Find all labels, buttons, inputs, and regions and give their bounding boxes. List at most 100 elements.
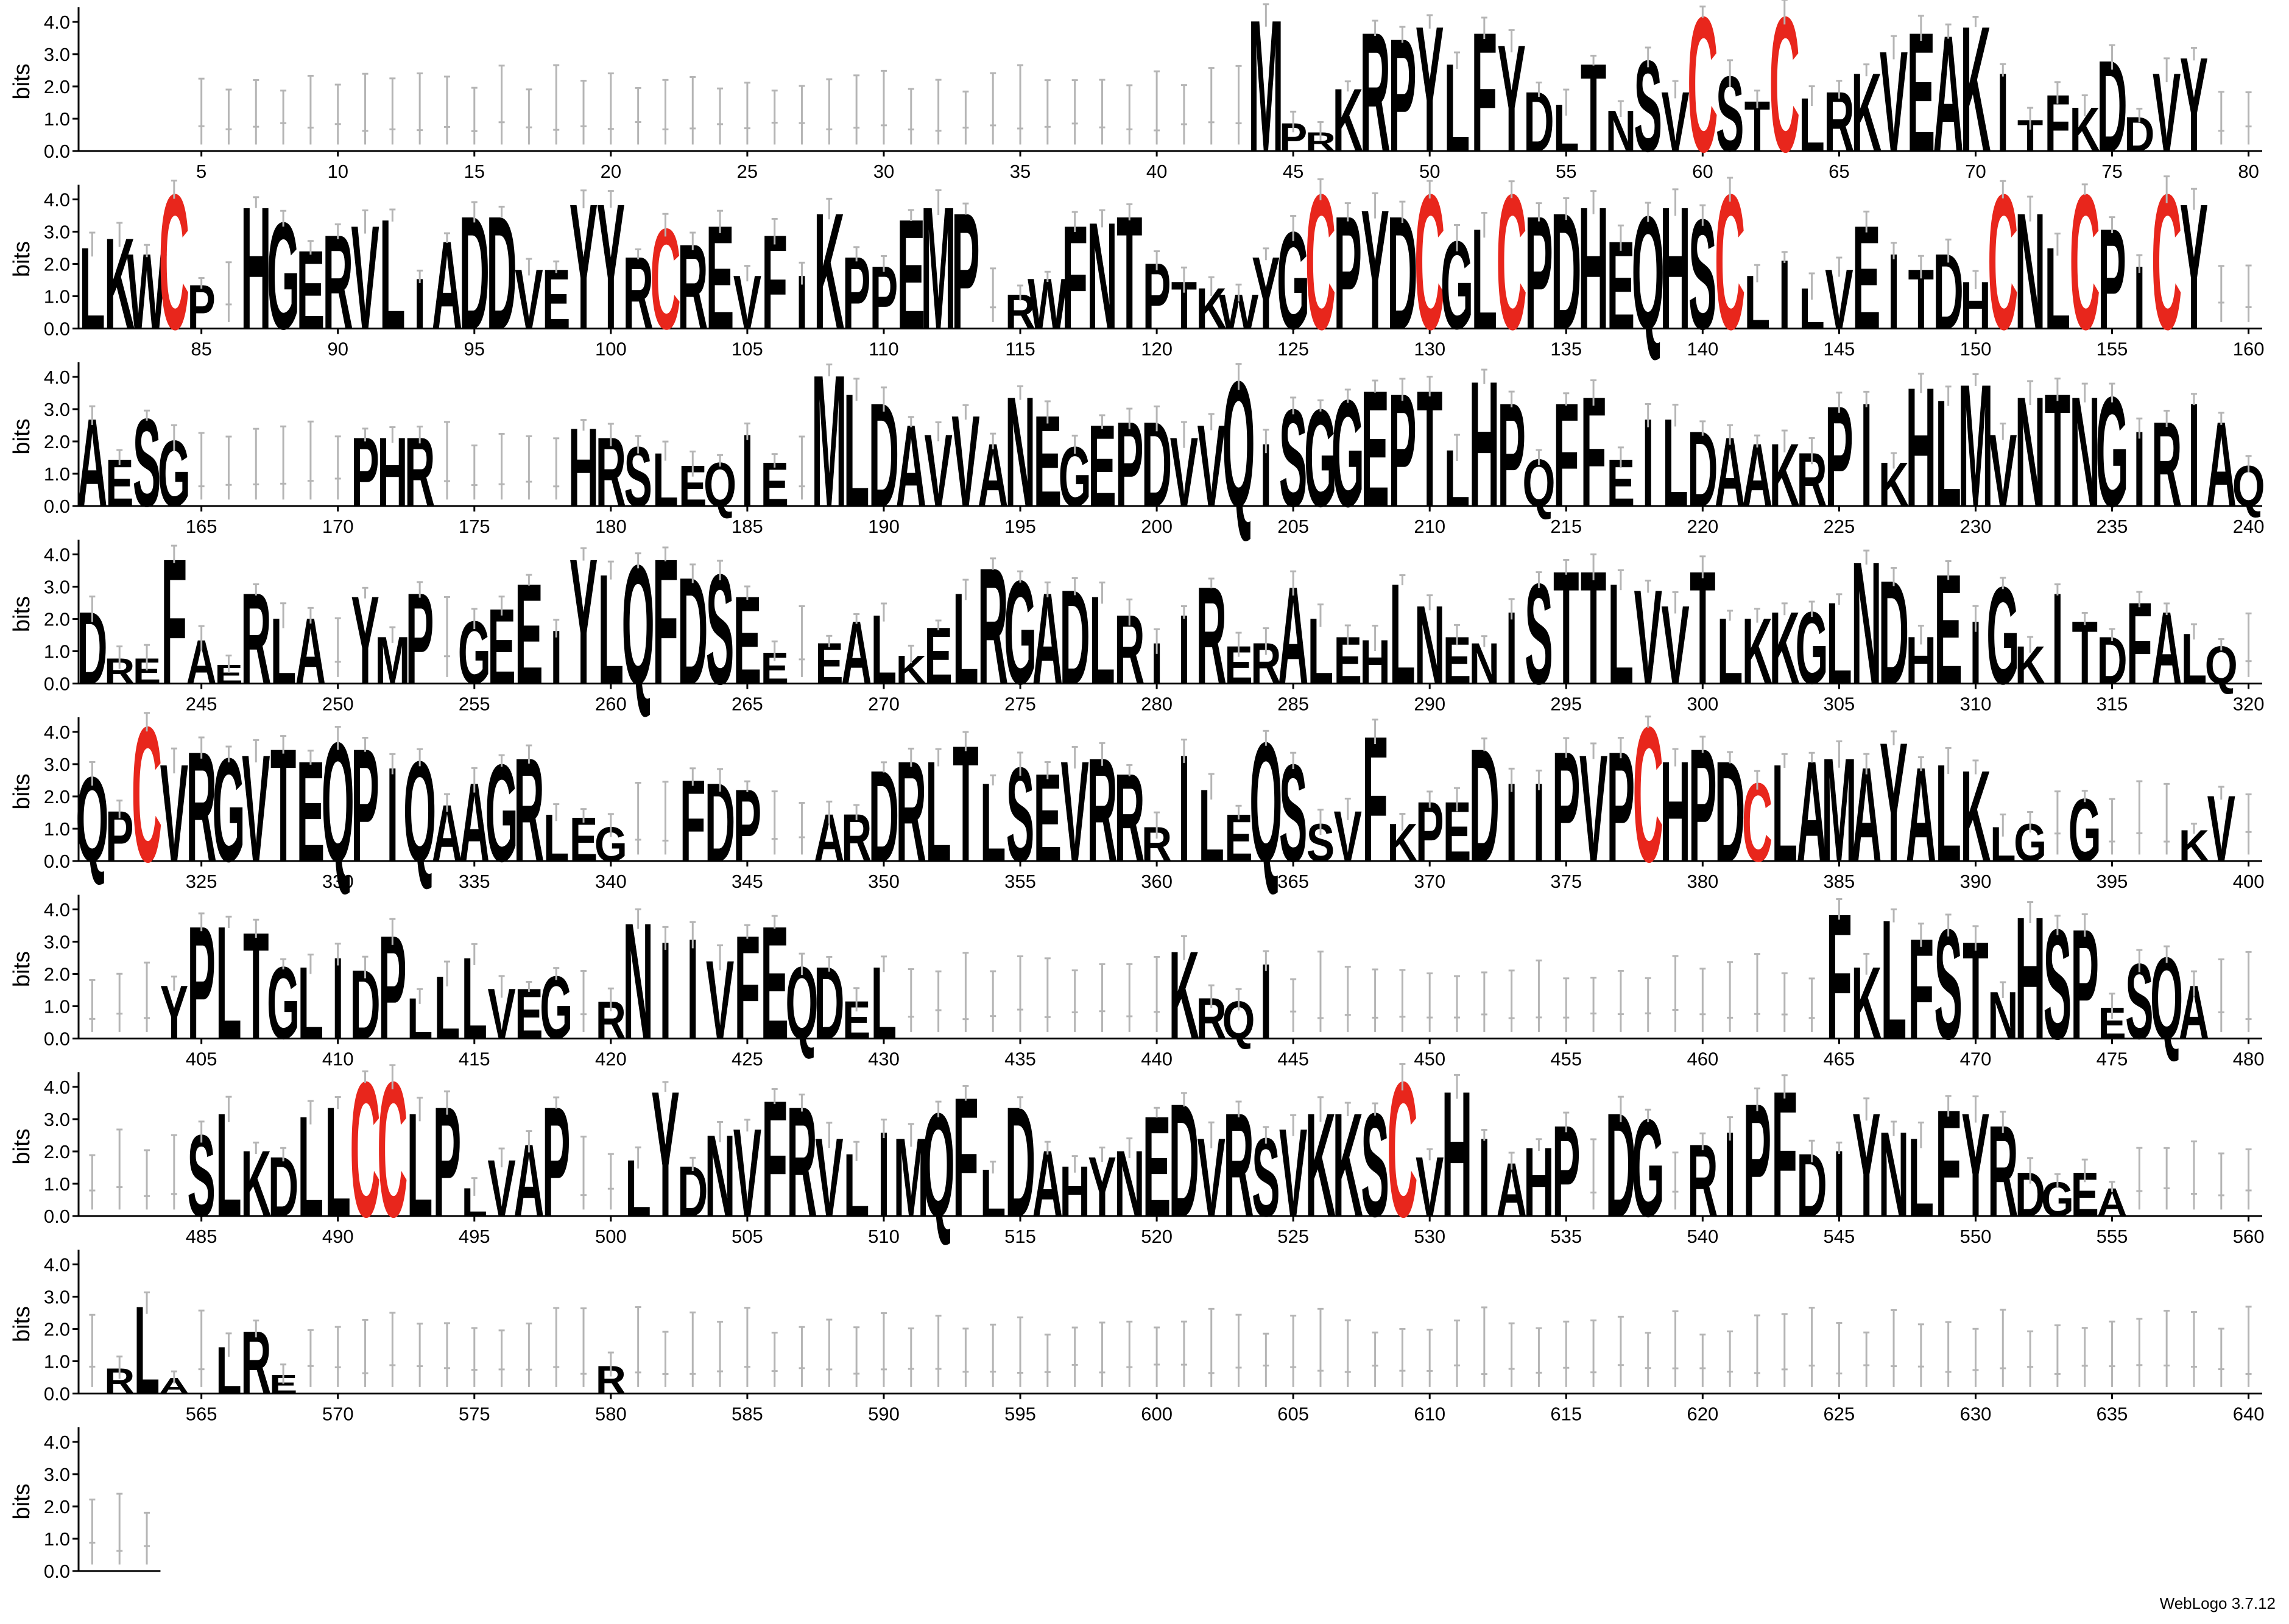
x-tick-label: 240 — [2233, 516, 2265, 537]
residue-I-pos-423: I — [687, 909, 699, 1069]
x-tick-label: 545 — [1824, 1226, 1855, 1247]
x-tick-label: 100 — [595, 339, 627, 360]
y-tick-label: 0.0 — [44, 318, 70, 340]
x-tick-label: 95 — [464, 339, 485, 360]
y-tick-label: 0.0 — [44, 851, 70, 872]
residue-I-pos-280: I — [1151, 630, 1162, 696]
x-tick-label: 140 — [1687, 339, 1718, 360]
x-tick-label: 45 — [1283, 161, 1303, 182]
x-tick-label: 605 — [1277, 1404, 1309, 1425]
x-tick-label: 615 — [1550, 1404, 1582, 1425]
y-tick-label: 1.0 — [44, 818, 70, 840]
x-tick-label: 90 — [327, 339, 348, 360]
x-tick-label: 40 — [1146, 161, 1167, 182]
residue-I-pos-238: I — [2188, 372, 2199, 538]
x-tick-label: 350 — [868, 871, 900, 892]
x-tick-label: 355 — [1004, 871, 1036, 892]
x-tick-label: 230 — [1960, 516, 1992, 537]
y-tick-label: 0.0 — [44, 1561, 70, 1582]
residue-I-pos-313: I — [2051, 566, 2063, 711]
x-tick-label: 430 — [868, 1049, 900, 1070]
residue-I-pos-185: I — [741, 413, 753, 528]
y-axis-label: bits — [9, 1483, 35, 1519]
x-tick-label: 280 — [1141, 694, 1173, 715]
x-tick-label: 540 — [1687, 1226, 1718, 1247]
x-tick-label: 620 — [1687, 1404, 1718, 1425]
x-tick-label: 205 — [1277, 516, 1309, 537]
residue-I-pos-281: I — [1178, 595, 1190, 705]
y-tick-label: 3.0 — [44, 576, 70, 597]
y-axis-label: bits — [9, 596, 35, 632]
x-tick-label: 15 — [464, 161, 485, 182]
x-tick-label: 635 — [2097, 1404, 2128, 1425]
x-tick-label: 35 — [1010, 161, 1031, 182]
x-tick-label: 320 — [2233, 694, 2265, 715]
x-tick-label: 525 — [1277, 1226, 1309, 1247]
x-tick-label: 65 — [1829, 161, 1849, 182]
x-tick-label: 460 — [1687, 1049, 1718, 1070]
residue-I-pos-332: I — [387, 739, 398, 890]
y-tick-label: 2.0 — [44, 786, 70, 807]
y-axis-label: bits — [9, 418, 35, 454]
x-tick-label: 225 — [1824, 516, 1855, 537]
y-tick-label: 2.0 — [44, 76, 70, 97]
residue-I-pos-541: I — [1724, 1106, 1736, 1242]
y-tick-label: 2.0 — [44, 608, 70, 630]
x-tick-label: 400 — [2233, 871, 2265, 892]
x-tick-label: 470 — [1960, 1049, 1992, 1070]
x-tick-label: 105 — [732, 339, 763, 360]
y-tick-label: 4.0 — [44, 722, 70, 743]
y-tick-label: 0.0 — [44, 673, 70, 695]
x-tick-label: 130 — [1414, 339, 1445, 360]
x-tick-label: 575 — [459, 1404, 490, 1425]
residue-K-pos-70: K — [1960, 0, 1991, 189]
y-tick-label: 2.0 — [44, 431, 70, 452]
x-tick-label: 395 — [2097, 871, 2128, 892]
y-tick-label: 4.0 — [44, 1432, 70, 1453]
x-tick-label: 150 — [1960, 339, 1992, 360]
x-tick-label: 475 — [2097, 1049, 2128, 1070]
x-tick-label: 590 — [868, 1404, 900, 1425]
residue-I-pos-147: I — [1888, 231, 1899, 351]
x-tick-label: 375 — [1550, 871, 1582, 892]
residue-I-pos-374: I — [1533, 761, 1545, 885]
x-tick-label: 500 — [595, 1226, 627, 1247]
x-tick-label: 335 — [459, 871, 490, 892]
y-tick-label: 4.0 — [44, 367, 70, 388]
x-tick-label: 325 — [186, 871, 217, 892]
x-tick-label: 365 — [1277, 871, 1309, 892]
x-tick-label: 370 — [1414, 871, 1445, 892]
residue-I-pos-204: I — [1260, 426, 1272, 526]
x-tick-label: 50 — [1419, 161, 1440, 182]
y-tick-label: 3.0 — [44, 399, 70, 420]
x-tick-label: 625 — [1824, 1404, 1855, 1425]
x-tick-label: 5 — [196, 161, 206, 182]
y-tick-label: 3.0 — [44, 931, 70, 952]
residue-I-pos-361: I — [1178, 723, 1190, 893]
x-tick-label: 535 — [1550, 1226, 1582, 1247]
y-tick-label: 3.0 — [44, 1109, 70, 1130]
x-tick-label: 180 — [595, 516, 627, 537]
x-tick-label: 600 — [1141, 1404, 1173, 1425]
x-tick-label: 330 — [322, 871, 354, 892]
x-tick-label: 530 — [1414, 1226, 1445, 1247]
x-tick-label: 415 — [459, 1049, 490, 1070]
x-tick-label: 165 — [186, 516, 217, 537]
residue-I-pos-156: I — [2134, 248, 2145, 348]
x-tick-label: 510 — [868, 1226, 900, 1247]
y-tick-label: 1.0 — [44, 1351, 70, 1372]
x-tick-label: 125 — [1277, 339, 1309, 360]
x-tick-label: 155 — [2097, 339, 2128, 360]
x-tick-label: 445 — [1277, 1049, 1309, 1070]
y-axis-label: bits — [9, 951, 35, 987]
x-tick-label: 265 — [732, 694, 763, 715]
y-tick-label: 4.0 — [44, 12, 70, 33]
x-tick-label: 480 — [2233, 1049, 2265, 1070]
x-tick-label: 290 — [1414, 694, 1445, 715]
